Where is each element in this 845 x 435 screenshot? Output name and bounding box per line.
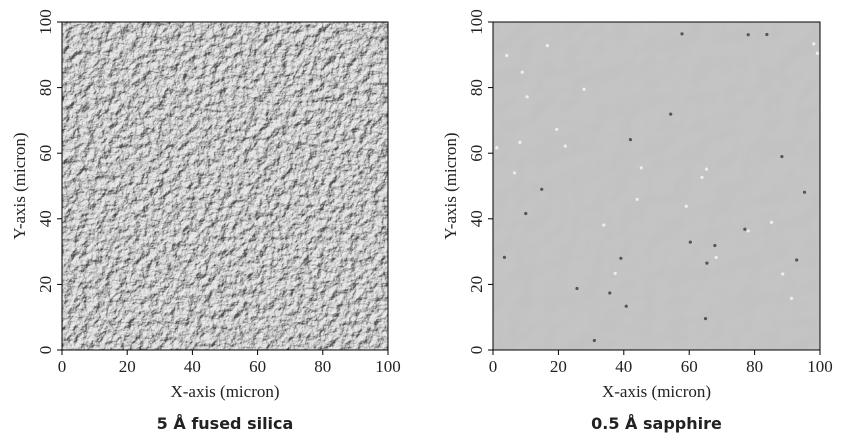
surface-defect xyxy=(520,70,524,74)
x-tick-label: 0 xyxy=(489,357,498,376)
surface-defect xyxy=(619,256,623,260)
y-tick-label: 40 xyxy=(467,210,486,227)
x-tick-label: 80 xyxy=(314,357,331,376)
y-tick-label: 0 xyxy=(467,346,486,355)
surface-defect xyxy=(765,32,769,37)
surface-defect xyxy=(789,296,794,300)
surface-defect xyxy=(624,304,628,308)
surface-defect xyxy=(700,175,704,179)
surface-defect xyxy=(502,255,507,259)
surface-defect xyxy=(713,243,717,248)
y-tick-label: 20 xyxy=(467,276,486,293)
y-tick-label: 20 xyxy=(36,276,55,293)
x-tick-label: 20 xyxy=(119,357,136,376)
surface-defect xyxy=(635,197,639,202)
caption: 0.5 Å sapphire xyxy=(591,414,722,433)
x-tick-label: 60 xyxy=(681,357,698,376)
surface-defect xyxy=(743,227,747,231)
surface-defect xyxy=(563,144,567,148)
surface-defect xyxy=(505,53,509,58)
y-tick-label: 80 xyxy=(36,79,55,96)
surface-defect xyxy=(704,167,709,171)
y-tick-label: 100 xyxy=(467,9,486,35)
surface-defect xyxy=(512,171,517,175)
surface-defect xyxy=(684,204,688,208)
y-tick-label: 100 xyxy=(36,9,55,35)
y-tick-label: 60 xyxy=(36,145,55,162)
x-axis-label: X-axis (micron) xyxy=(602,382,711,401)
surface-defect xyxy=(714,255,718,260)
surface-defect xyxy=(703,317,708,321)
y-tick-label: 80 xyxy=(467,79,486,96)
surface-defect xyxy=(795,258,799,262)
surface-defect xyxy=(802,190,807,194)
x-tick-label: 0 xyxy=(58,357,67,376)
surface-defect xyxy=(545,44,549,48)
surface-defect xyxy=(781,272,785,276)
y-tick-label: 60 xyxy=(467,145,486,162)
plot-frame xyxy=(61,21,389,351)
surface-defect xyxy=(495,146,499,150)
surface-defect xyxy=(669,112,673,116)
surface-defect xyxy=(688,240,692,244)
y-tick-label: 0 xyxy=(36,346,55,355)
y-axis-label: Y-axis (micron) xyxy=(10,132,29,239)
x-tick-label: 60 xyxy=(249,357,266,376)
surface-defect xyxy=(780,155,784,159)
x-axis-label: X-axis (micron) xyxy=(170,382,279,401)
surface-defect xyxy=(608,291,612,295)
plot-frame xyxy=(492,21,821,351)
x-tick-label: 80 xyxy=(746,357,763,376)
surface-defect xyxy=(555,127,559,132)
surface-defect xyxy=(680,32,684,36)
surface-defect xyxy=(746,33,750,37)
x-tick-label: 100 xyxy=(807,357,833,376)
surface-defect xyxy=(575,286,579,291)
surface-defect xyxy=(525,95,529,99)
surface-defect xyxy=(769,220,774,224)
surface-defect xyxy=(746,229,750,233)
caption: 5 Å fused silica xyxy=(157,414,294,433)
surface-defect xyxy=(592,338,596,343)
surface-defect xyxy=(705,261,709,265)
surface-defect xyxy=(628,137,633,142)
surface-image xyxy=(493,22,820,350)
x-tick-label: 40 xyxy=(615,357,632,376)
surface-image xyxy=(62,22,388,350)
surface-defect xyxy=(602,223,606,227)
x-tick-label: 40 xyxy=(184,357,201,376)
y-tick-label: 40 xyxy=(36,210,55,227)
surface-defect xyxy=(524,211,528,216)
surface-defect xyxy=(812,42,816,46)
surface-defect xyxy=(639,166,643,170)
surface-defect xyxy=(518,140,522,144)
surface-defect xyxy=(540,187,544,191)
y-axis-label: Y-axis (micron) xyxy=(441,132,460,239)
x-tick-label: 100 xyxy=(375,357,401,376)
surface-defect xyxy=(582,87,586,91)
x-tick-label: 20 xyxy=(550,357,567,376)
surface-defect xyxy=(815,51,819,55)
surface-defect xyxy=(613,271,617,275)
